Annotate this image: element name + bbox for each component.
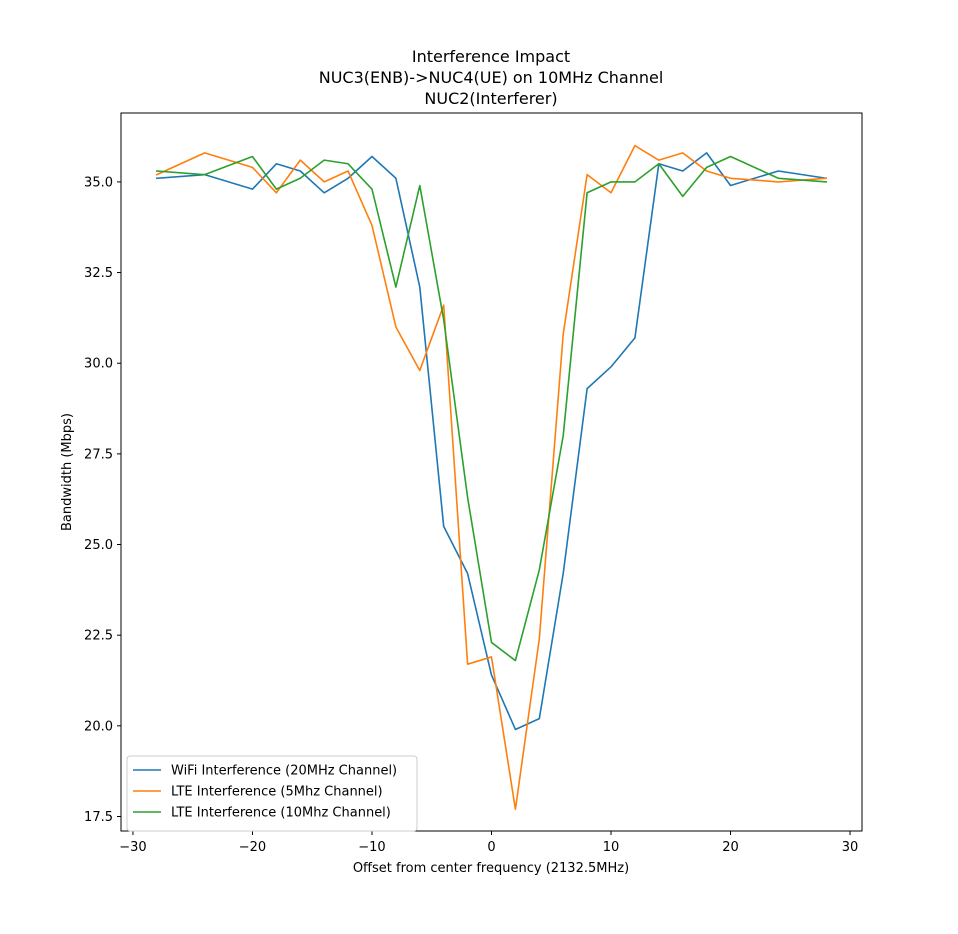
y-tick-label: 25.0 [84,538,113,553]
chart-title: Interference Impact NUC3(ENB)->NUC4(UE) … [319,47,664,108]
legend-label-2: LTE Interference (5Mhz Channel) [171,785,383,800]
legend-box [126,755,418,832]
y-tick-label: 17.5 [84,810,113,825]
x-tick-label: −20 [239,840,266,855]
x-tick-label: −30 [119,840,146,855]
series-line-1 [155,152,828,731]
x-tick-label: 20 [722,840,739,855]
axes-frame [120,112,863,832]
legend-label-3: LTE Interference (10Mhz Channel) [171,806,391,821]
title-line-3: NUC2(Interferer) [424,89,557,108]
x-tick-label: −10 [358,840,385,855]
y-tick-label: 22.5 [84,629,113,644]
y-tick-label: 20.0 [84,719,113,734]
x-tick-label: 10 [603,840,620,855]
plot-area: −30 −20 −10 0 10 20 30 17.5 20.0 22.5 25.0 27.5 30.0… [84,112,863,855]
y-tick-label: 30.0 [84,357,113,372]
x-tick-label: 0 [487,840,495,855]
legend-label-1: WiFi Interference (20MHz Channel) [171,764,397,779]
x-tick-label: 30 [842,840,859,855]
x-axis-label: Offset from center frequency (2132.5MHz) [353,861,629,876]
y-tick-label: 35.0 [84,175,113,190]
title-line-2: NUC3(ENB)->NUC4(UE) on 10MHz Channel [319,68,664,87]
y-tick-label: 32.5 [84,266,113,281]
title-line-1: Interference Impact [412,47,570,66]
y-axis-label: Bandwidth (Mbps) [60,413,75,531]
series-line-3 [155,155,828,662]
series-line-2 [155,144,828,811]
y-tick-label: 27.5 [84,447,113,462]
